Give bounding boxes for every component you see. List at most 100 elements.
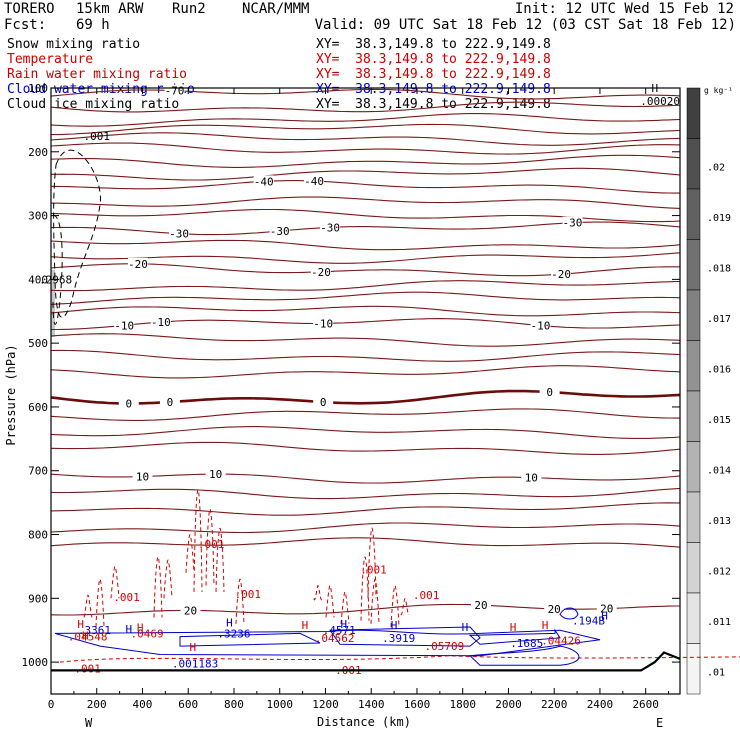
rain-contour [360,556,370,621]
rain-label: .001 [74,662,101,675]
rain-contour [163,559,173,599]
cloud-water-label: .4571 [323,624,356,637]
temperature-label: -10 [114,319,134,332]
temperature-label: -30 [270,225,290,238]
field-xy: XY= 38.3,149.8 to 222.9,149.8 [316,52,551,67]
model-name: TORERO [4,1,55,17]
ice-contour [52,214,63,325]
x-tick-label: 2400 [587,698,614,711]
cloud-water-label: .194B [572,615,605,628]
temperature-label: 20 [548,603,561,616]
extremum-marker: H [510,621,517,634]
temperature-label: 0 [546,386,553,399]
x-tick-label: 800 [224,698,244,711]
ice-label: .00020 [640,95,680,108]
temperature-contour [50,333,681,347]
terrain-line [51,651,681,672]
rain-contour [340,591,350,624]
extremum-marker: H [542,619,549,632]
colorbar-label: .013 [707,516,731,527]
contour-label-bg [530,319,551,332]
x-tick-label: 600 [178,698,198,711]
y-tick-label: 200 [28,146,48,159]
cloud-water-contour [559,607,579,620]
cloud-water-label: .1685 [510,637,543,650]
field-name: Temperature [7,52,94,67]
east-marker: E [656,716,663,730]
contour-label-bg [114,319,135,332]
temperature-contour [50,88,681,100]
field-xy: XY= 38.3,149.8 to 222.9,149.8 [316,97,551,112]
temperature-contour [50,603,680,616]
temperature-contour [50,408,680,421]
rain-label: .001 [413,589,440,602]
colorbar-box [686,542,701,594]
temperature-label: -10 [151,316,171,329]
y-tick-label: 500 [28,337,48,350]
temperature-label: 10 [136,471,149,484]
forecast-label: Fcst: [4,17,47,33]
temperature-label: -20 [551,268,571,281]
colorbar-label: .011 [707,617,731,628]
rain-contour [59,655,740,663]
colorbar-box [686,239,701,291]
extremum-marker: H [340,618,347,631]
cloud-water-contour [329,626,481,647]
cloud-water-label: .3919 [382,632,415,645]
contour-label-bg [180,604,201,617]
temperature-contour [50,522,681,534]
extremum-marker: H [462,621,469,634]
rain-contour [400,597,410,616]
rain-label: .001 [234,588,261,601]
rain-contour [110,565,120,599]
contour-label-bg [253,175,274,188]
x-tick-label: 2000 [495,698,522,711]
colorbar-unit: g kg⁻¹ [704,86,733,95]
colorbar-label: .019 [707,213,731,224]
extremum-marker: H [77,618,84,631]
extremum-marker: H [226,617,233,630]
temperature-contour [50,389,681,405]
temperature-label: 20 [474,599,487,612]
contour-label-bg [150,316,171,329]
rain-contour [185,534,195,573]
contour-label-bg [596,602,617,615]
colorbar-box [686,592,701,644]
contour-label-bg [205,468,226,481]
x-tick-label: 1800 [449,698,476,711]
y-tick-label: 400 [28,273,48,286]
rain-contour [153,556,163,618]
rain-label: .05709 [425,640,465,653]
temperature-contour [50,305,681,317]
temperature-contour [50,502,680,516]
field-xy: XY= 38.3,149.8 to 222.9,149.8 [316,37,551,52]
temperature-label: -30 [320,221,340,234]
temperature-contour [50,537,681,548]
temperature-contour [50,239,681,251]
field-name: Rain water mixing ratio [7,67,188,82]
temperature-contour [50,154,681,168]
colorbar-box [686,289,701,341]
rain-contour [370,578,380,624]
temperature-label: -10 [313,317,333,330]
colorbar-box [686,138,701,190]
contour-label-bg [127,257,148,270]
temperature-contour [50,180,680,194]
colorbar-box [686,87,701,139]
model-resolution: 15km ARW [76,1,144,17]
rain-label: .0469 [131,627,164,640]
contour-label-bg [118,397,139,410]
field-name: Snow mixing ratio [7,37,141,52]
temperature-contour [50,349,681,362]
plot-frame [50,87,681,695]
temperature-contour [51,123,681,136]
rain-contour [193,489,203,592]
y-axis-title: Pressure (hPa) [4,344,18,445]
contour-label-bg [313,317,334,330]
temperature-label: -20 [128,258,148,271]
extremum-marker: H [391,619,398,632]
x-axis-title: Distance (km) [317,715,411,729]
temperature-label: -30 [563,217,583,230]
temperature-label: 0 [167,396,174,409]
temperature-label: 20 [184,604,197,617]
